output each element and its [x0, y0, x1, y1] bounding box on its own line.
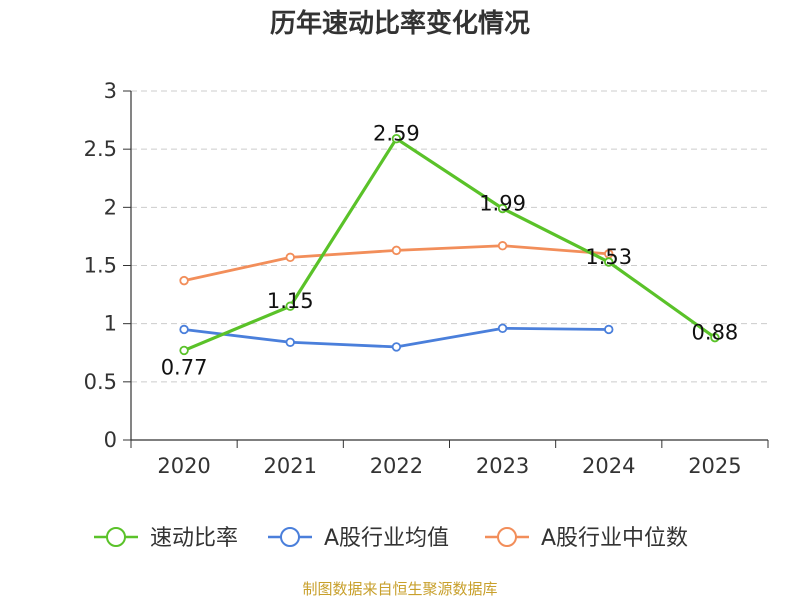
point-s0-2021 — [285, 301, 295, 311]
x-tick-label-2023: 2023 — [476, 454, 529, 478]
point-s2-2022 — [391, 245, 402, 256]
y-tick-label-3: 1.5 — [84, 254, 117, 278]
y-tick-label-1: 0.5 — [84, 370, 117, 394]
series-line-0 — [183, 137, 716, 352]
x-tick-label-2024: 2024 — [582, 454, 635, 478]
x-tick-label-2021: 2021 — [264, 454, 317, 478]
point-s2-2020 — [179, 275, 189, 286]
point-s1-2021 — [285, 337, 295, 347]
point-s1-2024 — [604, 324, 614, 335]
chart-title: 历年速动比率变化情况 — [269, 9, 530, 39]
data-label-2022: 2.59 — [373, 122, 420, 146]
x-tick-label-2025: 2025 — [688, 454, 741, 478]
point-s1-2022 — [391, 342, 402, 352]
y-tick-label-4: 2 — [104, 195, 117, 219]
data-label-2021: 1.15 — [267, 289, 314, 313]
axes: 0 0.5 1 1.5 2 2.5 3 2020 2021 2022 2023 2024 2025 — [84, 79, 769, 478]
point-s0-2020 — [179, 345, 189, 356]
legend-label-0: 速动比率 — [150, 526, 238, 551]
legend-label-1: A股行业均值 — [324, 526, 449, 551]
y-tick-label-5: 2.5 — [84, 137, 117, 161]
x-tick-label-2020: 2020 — [157, 454, 210, 478]
y-tick-label-2: 1 — [104, 312, 117, 336]
data-source-note: 制图数据来自恒生聚源数据库 — [302, 580, 498, 598]
legend-marker-2 — [497, 527, 517, 547]
data-label-2024: 1.53 — [585, 245, 632, 269]
series-lines — [179, 133, 720, 356]
data-label-2025: 0.88 — [692, 321, 739, 345]
point-s1-2023 — [497, 323, 508, 334]
point-s0-2024 — [604, 257, 614, 267]
y-tick-label-6: 3 — [104, 79, 117, 103]
legend: 速动比率 A股行业均值 A股行业中位数 — [94, 526, 688, 551]
grid-lines — [131, 90, 768, 383]
point-s2-2021 — [285, 252, 295, 263]
point-s2-2023 — [497, 241, 508, 251]
data-label-2020: 0.77 — [161, 355, 208, 379]
y-tick-label-0: 0 — [104, 428, 117, 452]
data-labels: 0.77 1.15 2.59 1.99 1.53 0.88 — [161, 122, 739, 380]
legend-marker-1 — [280, 527, 300, 547]
point-s0-2022 — [391, 133, 402, 144]
legend-marker-0 — [106, 527, 126, 547]
data-label-2023: 1.99 — [479, 191, 526, 215]
point-s0-2025 — [710, 332, 720, 343]
point-s1-2020 — [179, 324, 189, 335]
point-s0-2023 — [497, 203, 508, 214]
legend-label-2: A股行业中位数 — [541, 526, 688, 551]
x-tick-label-2022: 2022 — [370, 454, 423, 478]
